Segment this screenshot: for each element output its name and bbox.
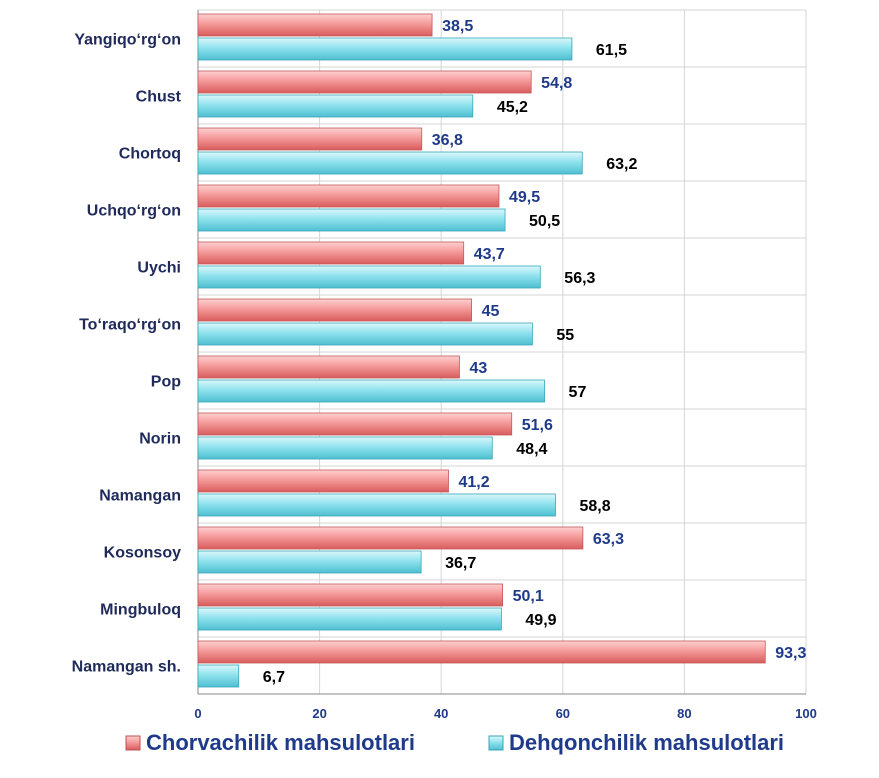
category-label: Uchqo‘rg‘on <box>87 203 181 220</box>
category-label: Chust <box>136 89 182 106</box>
category-label: Pop <box>151 374 181 391</box>
data-label-chorvachilik: 51,6 <box>522 417 553 434</box>
bar-chorvachilik <box>197 298 473 322</box>
bar-chorvachilik <box>197 526 584 550</box>
bar-dehqonchilik <box>197 550 422 574</box>
category-label: Kosonsoy <box>104 545 181 562</box>
legend-swatch-dehqonchilik <box>488 735 504 751</box>
data-label-chorvachilik: 41,2 <box>458 474 489 491</box>
data-label-dehqonchilik: 6,7 <box>263 669 285 686</box>
data-label-chorvachilik: 93,3 <box>775 645 806 662</box>
bar-dehqonchilik <box>197 151 583 175</box>
bar-dehqonchilik <box>197 607 502 631</box>
data-label-chorvachilik: 43,7 <box>474 246 505 263</box>
bar-chorvachilik <box>197 583 504 607</box>
data-label-dehqonchilik: 55 <box>556 327 574 344</box>
category-label: Namangan <box>99 488 181 505</box>
legend-label-dehqonchilik: Dehqonchilik mahsulotlari <box>509 730 784 755</box>
bar-chorvachilik <box>197 640 766 664</box>
bar-dehqonchilik <box>197 94 474 118</box>
data-label-dehqonchilik: 48,4 <box>516 441 547 458</box>
bar-dehqonchilik <box>197 664 240 688</box>
data-label-dehqonchilik: 58,8 <box>580 498 611 515</box>
x-tick-label: 80 <box>677 706 691 721</box>
legend-label-chorvachilik: Chorvachilik mahsulotlari <box>146 730 415 755</box>
x-tick-label: 60 <box>556 706 570 721</box>
bar-dehqonchilik <box>197 265 541 289</box>
bar-dehqonchilik <box>197 379 545 403</box>
category-label: Chortoq <box>119 146 181 163</box>
bar-chorvachilik <box>197 412 513 436</box>
data-label-dehqonchilik: 45,2 <box>497 99 528 116</box>
x-tick-label: 100 <box>795 706 817 721</box>
category-label: Uychi <box>137 260 181 277</box>
bar-dehqonchilik <box>197 208 506 232</box>
data-label-dehqonchilik: 50,5 <box>529 213 560 230</box>
bar-chorvachilik <box>197 127 423 151</box>
data-label-chorvachilik: 50,1 <box>513 588 544 605</box>
bar-chorvachilik <box>197 13 433 37</box>
category-label: Mingbuloq <box>100 602 181 619</box>
category-label: Yangiqo‘rg‘on <box>74 32 181 49</box>
x-tick-label: 20 <box>312 706 326 721</box>
data-label-dehqonchilik: 56,3 <box>564 270 595 287</box>
legend: Chorvachilik mahsulotlari Dehqonchilik m… <box>125 730 784 755</box>
x-tick-label: 40 <box>434 706 448 721</box>
bar-dehqonchilik <box>197 436 493 460</box>
category-label: Namangan sh. <box>72 659 181 676</box>
bar-dehqonchilik <box>197 37 573 61</box>
bar-chorvachilik <box>197 469 449 493</box>
data-label-dehqonchilik: 49,9 <box>525 612 556 629</box>
plot-area: 0 20 40 60 80 100 Yangiqo‘rg‘on 38,5 61,5 Chust 54… <box>72 9 817 721</box>
data-label-dehqonchilik: 61,5 <box>596 42 627 59</box>
bar-chorvachilik <box>197 241 465 265</box>
data-label-dehqonchilik: 57 <box>569 384 587 401</box>
bar-chorvachilik <box>197 355 460 379</box>
data-label-dehqonchilik: 36,7 <box>445 555 476 572</box>
category-label: Norin <box>139 431 181 448</box>
data-label-chorvachilik: 43 <box>469 360 487 377</box>
data-label-dehqonchilik: 63,2 <box>606 156 637 173</box>
data-label-chorvachilik: 54,8 <box>541 75 572 92</box>
data-label-chorvachilik: 49,5 <box>509 189 540 206</box>
data-label-chorvachilik: 36,8 <box>432 132 463 149</box>
bar-chorvachilik <box>197 184 500 208</box>
data-label-chorvachilik: 38,5 <box>442 18 473 35</box>
bar-dehqonchilik <box>197 493 556 517</box>
bar-dehqonchilik <box>197 322 533 346</box>
data-label-chorvachilik: 63,3 <box>593 531 624 548</box>
x-tick-label: 0 <box>194 706 201 721</box>
legend-swatch-chorvachilik <box>125 735 141 751</box>
bar-chorvachilik <box>197 70 532 94</box>
category-label: To‘raqo‘rg‘on <box>79 317 181 334</box>
data-label-chorvachilik: 45 <box>482 303 500 320</box>
